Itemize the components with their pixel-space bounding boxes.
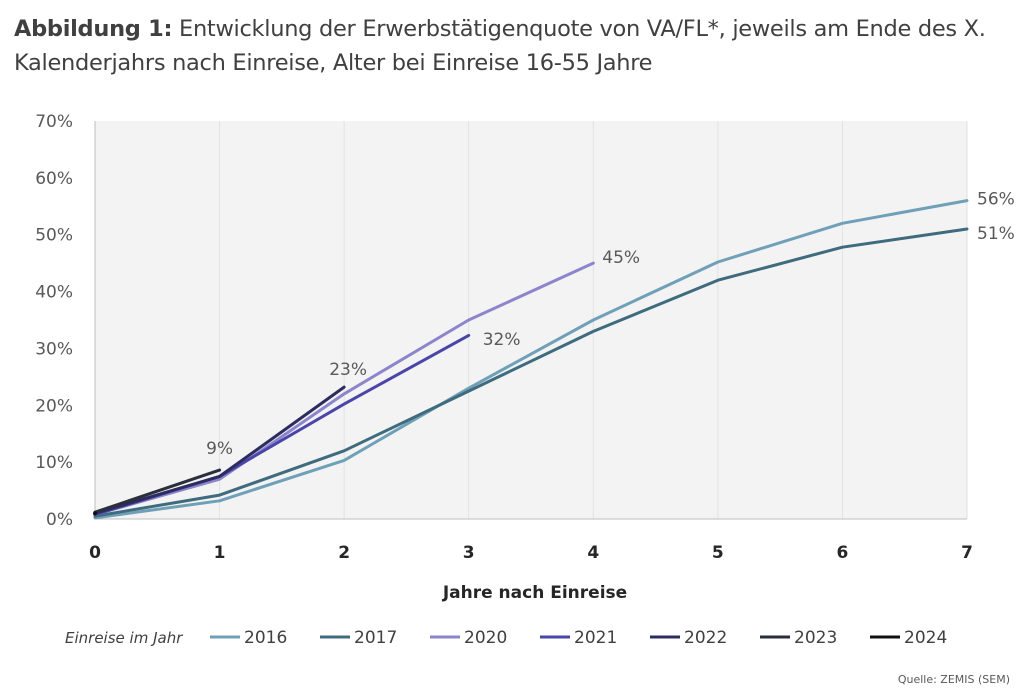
series-line-2017 bbox=[93, 227, 969, 518]
chart-title-lead: Abbildung 1: bbox=[14, 16, 173, 42]
x-tick-label: 0 bbox=[89, 543, 101, 563]
x-tick-label: 2 bbox=[338, 543, 350, 563]
legend: 2016 2017 2020 2021 2022 2023 2024 bbox=[210, 628, 947, 648]
y-axis: 0% 10% 20% 30% 40% 50% 60% 70% bbox=[35, 112, 73, 530]
x-tick-label: 1 bbox=[214, 543, 226, 563]
y-tick-label: 0% bbox=[46, 510, 73, 530]
x-axis: 0 1 2 3 4 5 6 7 bbox=[89, 543, 973, 563]
series-line-2016 bbox=[93, 199, 969, 520]
series-line-2020 bbox=[93, 261, 595, 516]
chart-title: Abbildung 1: Entwicklung der Erwerbstäti… bbox=[14, 12, 1014, 80]
y-tick-label: 10% bbox=[35, 453, 73, 473]
legend-label-2016: 2016 bbox=[244, 628, 287, 648]
x-tick-label: 3 bbox=[463, 543, 475, 563]
y-tick-label: 60% bbox=[35, 169, 73, 189]
x-tick-label: 6 bbox=[837, 543, 849, 563]
y-tick-label: 40% bbox=[35, 283, 73, 303]
series-lines bbox=[93, 199, 969, 520]
data-label: 45% bbox=[602, 248, 640, 268]
x-tick-label: 4 bbox=[587, 543, 599, 563]
series-line-2023 bbox=[93, 468, 222, 514]
plot-area bbox=[95, 121, 967, 519]
series-line-2022 bbox=[93, 385, 346, 515]
legend-title: Einreise im Jahr bbox=[65, 629, 183, 647]
x-tick-label: 5 bbox=[712, 543, 724, 563]
y-tick-label: 50% bbox=[35, 226, 73, 246]
y-tick-label: 70% bbox=[35, 112, 73, 132]
x-tick-label: 7 bbox=[961, 543, 973, 563]
data-label: 51% bbox=[977, 224, 1015, 244]
legend-label-2021: 2021 bbox=[574, 628, 617, 648]
legend-label-2024: 2024 bbox=[904, 628, 947, 648]
data-label: 32% bbox=[483, 330, 521, 350]
source-note: Quelle: ZEMIS (SEM) bbox=[898, 673, 1010, 686]
chart-title-text: Entwicklung der Erwerbstätigenquote von … bbox=[14, 16, 986, 76]
data-label: 9% bbox=[206, 439, 233, 459]
series-point-2024 bbox=[93, 511, 97, 516]
legend-label-2020: 2020 bbox=[464, 628, 507, 648]
data-label: 23% bbox=[329, 360, 367, 380]
y-tick-label: 30% bbox=[35, 339, 73, 359]
data-label: 56% bbox=[977, 190, 1015, 210]
data-labels: 9% 23% 32% 45% 56% 51% bbox=[206, 190, 1015, 459]
x-axis-label: Jahre nach Einreise bbox=[442, 583, 627, 603]
legend-label-2022: 2022 bbox=[684, 628, 727, 648]
y-tick-label: 20% bbox=[35, 396, 73, 416]
legend-label-2017: 2017 bbox=[354, 628, 397, 648]
legend-label-2023: 2023 bbox=[794, 628, 837, 648]
